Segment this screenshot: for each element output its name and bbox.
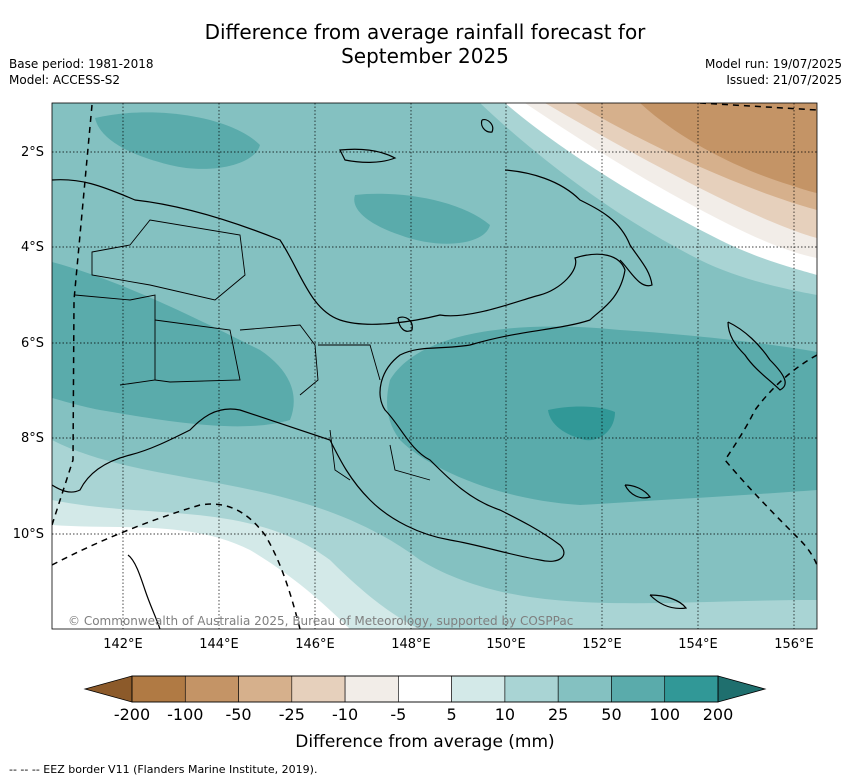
colorbar-segment <box>504 675 559 703</box>
colorbar-arrow-right <box>717 675 767 703</box>
colorbar-segment <box>184 675 239 703</box>
lon-tick-label: 146°E <box>295 637 335 652</box>
lat-tick-label: 10°S <box>13 527 44 542</box>
colorbar-segments <box>131 675 719 703</box>
colorbar-label: 200 <box>703 705 734 724</box>
title-line-2: September 2025 <box>341 44 509 68</box>
lat-tick-labels: 2°S 4°S 6°S 8°S 10°S <box>13 145 44 542</box>
meta-right: Model run: 19/07/2025 Issued: 21/07/2025 <box>705 56 842 88</box>
colorbar-label: 100 <box>649 705 680 724</box>
lat-tick-label: 4°S <box>21 240 44 255</box>
colorbar-label: -200 <box>114 705 150 724</box>
colorbar-labels: -200 -100 -50 -25 -10 -5 5 10 25 50 100 200 <box>114 705 733 724</box>
coastlines <box>52 119 786 629</box>
lon-tick-label: 152°E <box>582 637 622 652</box>
base-period: Base period: 1981-2018 <box>9 57 154 71</box>
colorbar-arrow-left <box>83 675 133 703</box>
lat-tick-label: 2°S <box>21 145 44 160</box>
colorbar-label: 10 <box>495 705 515 724</box>
lon-tick-label: 156°E <box>774 637 814 652</box>
rainfall-patch-north <box>95 112 260 169</box>
rainfall-band-near-average <box>52 525 350 629</box>
issued-date: Issued: 21/07/2025 <box>726 73 842 87</box>
colorbar-label: -50 <box>225 705 251 724</box>
lon-tick-labels: 142°E 144°E 146°E 148°E 150°E 152°E 154°… <box>103 637 814 652</box>
map-frame <box>51 102 818 630</box>
lon-tick-label: 150°E <box>486 637 526 652</box>
colorbar-segment <box>131 675 186 703</box>
title-line-1: Difference from average rainfall forecas… <box>204 20 646 44</box>
colorbar-label: 50 <box>601 705 621 724</box>
lon-tick-label: 154°E <box>678 637 718 652</box>
model-run: Model run: 19/07/2025 <box>704 57 842 71</box>
colorbar-segment <box>451 675 506 703</box>
model-name: Model: ACCESS-S2 <box>9 73 121 87</box>
lon-tick-label: 148°E <box>391 637 431 652</box>
eez-borders <box>52 103 817 629</box>
colorbar-segment <box>291 675 346 703</box>
colorbar-label: 25 <box>548 705 568 724</box>
lon-tick-label: 142°E <box>103 637 143 652</box>
lon-tick-label: 144°E <box>199 637 239 652</box>
rainfall-patch-west <box>52 262 294 427</box>
gridlines <box>52 103 817 629</box>
colorbar-frame <box>131 675 719 703</box>
colorbar-segment <box>664 675 719 703</box>
lat-tick-label: 8°S <box>21 431 44 446</box>
colorbar-segment <box>611 675 666 703</box>
map-area[interactable] <box>52 103 817 629</box>
eez-footnote: -- -- -- EEZ border V11 (Flanders Marine… <box>9 763 318 776</box>
colorbar-label: -100 <box>167 705 203 724</box>
colorbar-segment <box>557 675 612 703</box>
colorbar: -200 -100 -50 -25 -10 -5 5 10 25 50 100 200 Differe… <box>83 675 767 752</box>
copyright-notice: © Commonwealth of Australia 2025, Bureau… <box>68 614 574 628</box>
colorbar-segment <box>238 675 293 703</box>
rainfall-patch-core <box>548 406 615 441</box>
colorbar-segment <box>344 675 399 703</box>
meta-left: Base period: 1981-2018 Model: ACCESS-S2 <box>9 56 154 88</box>
colorbar-label: -5 <box>390 705 406 724</box>
lat-tick-label: 6°S <box>21 336 44 351</box>
colorbar-segment <box>398 675 452 703</box>
province-borders <box>74 219 431 481</box>
colorbar-title: Difference from average (mm) <box>295 732 554 752</box>
colorbar-label: -10 <box>332 705 358 724</box>
colorbar-label: 5 <box>447 705 457 724</box>
rainfall-band-ne-5 <box>640 103 817 193</box>
colorbar-label: -25 <box>279 705 305 724</box>
rainfall-patch-central <box>354 193 490 244</box>
